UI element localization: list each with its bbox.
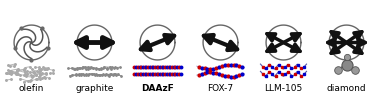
- Text: LLM-105: LLM-105: [264, 84, 303, 93]
- Text: DAAzF: DAAzF: [141, 84, 174, 93]
- Text: FOX-7: FOX-7: [208, 84, 234, 93]
- Text: graphite: graphite: [75, 84, 114, 93]
- Text: diamond: diamond: [327, 84, 366, 93]
- Text: olefin: olefin: [19, 84, 44, 93]
